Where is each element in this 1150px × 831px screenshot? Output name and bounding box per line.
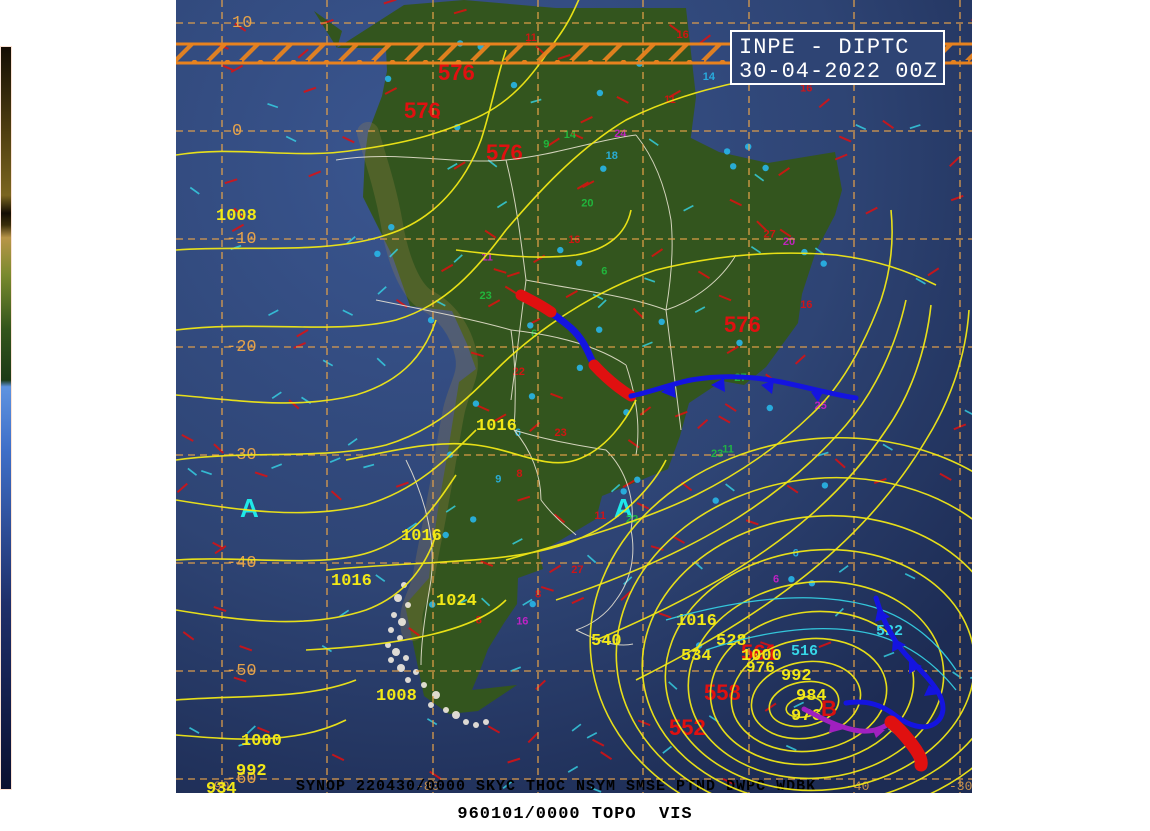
svg-text:8: 8 bbox=[516, 468, 522, 480]
svg-text:27: 27 bbox=[571, 564, 583, 576]
svg-text:11: 11 bbox=[525, 32, 537, 44]
svg-text:1008: 1008 bbox=[376, 687, 417, 706]
svg-text:-50: -50 bbox=[226, 662, 257, 681]
svg-text:6: 6 bbox=[601, 265, 607, 277]
svg-text:6: 6 bbox=[773, 574, 779, 586]
svg-text:1024: 1024 bbox=[436, 592, 477, 611]
svg-text:6: 6 bbox=[793, 548, 799, 560]
svg-text:A: A bbox=[240, 493, 259, 523]
svg-text:-40: -40 bbox=[226, 554, 257, 573]
svg-text:18: 18 bbox=[606, 150, 618, 162]
svg-text:1016: 1016 bbox=[401, 527, 442, 546]
svg-text:516: 516 bbox=[791, 643, 818, 660]
svg-text:11: 11 bbox=[722, 444, 734, 456]
svg-text:576: 576 bbox=[404, 98, 441, 123]
svg-text:16: 16 bbox=[677, 29, 689, 41]
svg-text:976: 976 bbox=[746, 659, 775, 677]
svg-text:16: 16 bbox=[800, 299, 812, 311]
svg-text:9: 9 bbox=[543, 139, 549, 151]
svg-text:1016: 1016 bbox=[331, 572, 372, 591]
svg-text:16: 16 bbox=[516, 616, 528, 628]
svg-text:8: 8 bbox=[476, 615, 482, 627]
svg-text:-40: -40 bbox=[846, 779, 869, 793]
svg-text:30-04-2022 00Z: 30-04-2022 00Z bbox=[739, 59, 938, 84]
svg-text:23: 23 bbox=[480, 290, 492, 302]
svg-text:16: 16 bbox=[568, 234, 580, 246]
svg-text:11: 11 bbox=[594, 510, 606, 522]
svg-text:9: 9 bbox=[495, 473, 501, 485]
svg-text:-20: -20 bbox=[226, 338, 257, 357]
svg-text:20: 20 bbox=[783, 236, 795, 248]
svg-text:1016: 1016 bbox=[476, 417, 517, 436]
svg-text:934: 934 bbox=[206, 780, 237, 793]
svg-text:10: 10 bbox=[232, 14, 252, 33]
svg-text:14: 14 bbox=[703, 71, 716, 83]
svg-text:23: 23 bbox=[555, 427, 567, 439]
svg-text:INPE - DIPTC: INPE - DIPTC bbox=[739, 35, 909, 60]
svg-text:-10: -10 bbox=[226, 230, 257, 249]
svg-text:1000: 1000 bbox=[241, 732, 282, 751]
svg-text:0: 0 bbox=[232, 122, 242, 141]
svg-text:20: 20 bbox=[581, 198, 593, 210]
svg-text:576: 576 bbox=[724, 312, 761, 337]
svg-text:992: 992 bbox=[236, 762, 267, 781]
